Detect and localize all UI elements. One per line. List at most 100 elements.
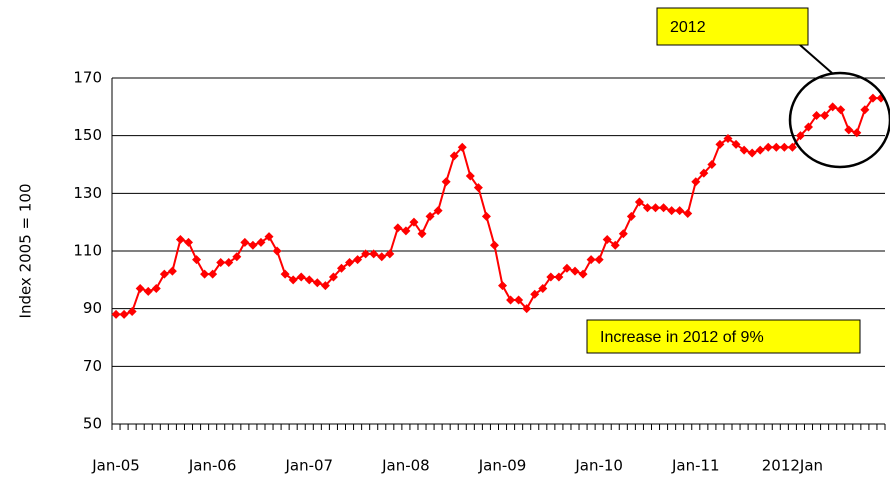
series-line [116,97,881,316]
data-point [272,246,282,256]
data-point [345,258,355,268]
x-tick-label: Jan-08 [381,457,430,475]
highlight-circle [788,71,890,169]
data-point [683,209,693,219]
x-tick-label: Jan-05 [91,457,140,475]
data-point [401,226,411,236]
data-point [256,237,266,247]
data-point [457,142,467,152]
data-point [288,275,298,285]
y-axis-label: Index 2005 = 100 [17,184,35,319]
data-point [151,283,161,293]
data-point [473,183,483,193]
data-point [248,240,258,250]
data-point [723,134,733,144]
y-tick-label: 50 [83,415,102,433]
data-point [320,281,330,291]
data-point [795,131,805,141]
data-point [530,289,540,299]
data-point [651,203,661,213]
y-tick-label: 130 [73,184,102,202]
data-point [312,278,322,288]
data-point [506,295,516,305]
data-point [868,93,878,103]
data-point [465,171,475,181]
data-point [208,269,218,279]
data-point [812,110,822,120]
data-point [369,249,379,259]
data-point [642,203,652,213]
data-point [771,142,781,152]
data-point [224,258,234,268]
data-point [836,105,846,115]
annotation: 2012 [670,19,706,36]
data-point [393,223,403,233]
data-point [192,255,202,265]
data-point [183,237,193,247]
data-point [675,206,685,216]
data-point [417,229,427,239]
x-tick-label: Jan-09 [478,457,527,475]
data-point [127,307,137,317]
data-point [586,255,596,265]
data-point [594,255,604,265]
data-point [216,258,226,268]
data-point [167,266,177,276]
data-point [240,237,250,247]
data-point [361,249,371,259]
data-point [304,275,314,285]
data-point [296,272,306,282]
data-point [232,252,242,262]
data-point [844,125,854,135]
y-tick-label: 170 [73,69,102,87]
data-point [425,211,435,221]
data-point [433,206,443,216]
data-point [747,148,757,158]
data-point [409,217,419,227]
y-tick-label: 150 [73,126,102,144]
x-tick-label: 2012Jan [762,457,823,475]
data-point [385,249,395,259]
data-point [602,234,612,244]
data-point [489,240,499,250]
data-point [626,211,636,221]
data-point [820,110,830,120]
data-point [143,286,153,296]
data-point [175,234,185,244]
data-point [200,269,210,279]
data-point [111,309,121,319]
data-point [787,142,797,152]
data-point [135,283,145,293]
data-point [763,142,773,152]
data-point [699,168,709,178]
data-point [353,255,363,265]
y-tick-label: 70 [83,357,102,375]
data-point [481,211,491,221]
y-tick-label: 110 [73,242,102,260]
x-tick-label: Jan-10 [574,457,623,475]
data-point [804,122,814,132]
data-point [514,295,524,305]
data-point [707,160,717,169]
data-point [634,197,644,207]
annotation: Increase in 2012 of 9% [600,329,764,346]
y-tick-label: 90 [83,299,102,317]
data-point [578,269,588,279]
data-point [264,232,274,242]
data-point [441,177,451,187]
data-point [755,145,765,155]
data-point [828,102,838,112]
callout-line [799,44,833,74]
data-point [377,252,387,262]
data-point [159,269,169,279]
annotation-box [586,319,861,354]
data-point [449,151,459,161]
data-point [336,263,346,273]
data-point [852,128,862,138]
data-point [779,142,789,152]
data-point [715,139,725,149]
annotation-box [656,7,809,46]
data-point [554,272,564,282]
data-point [731,139,741,149]
